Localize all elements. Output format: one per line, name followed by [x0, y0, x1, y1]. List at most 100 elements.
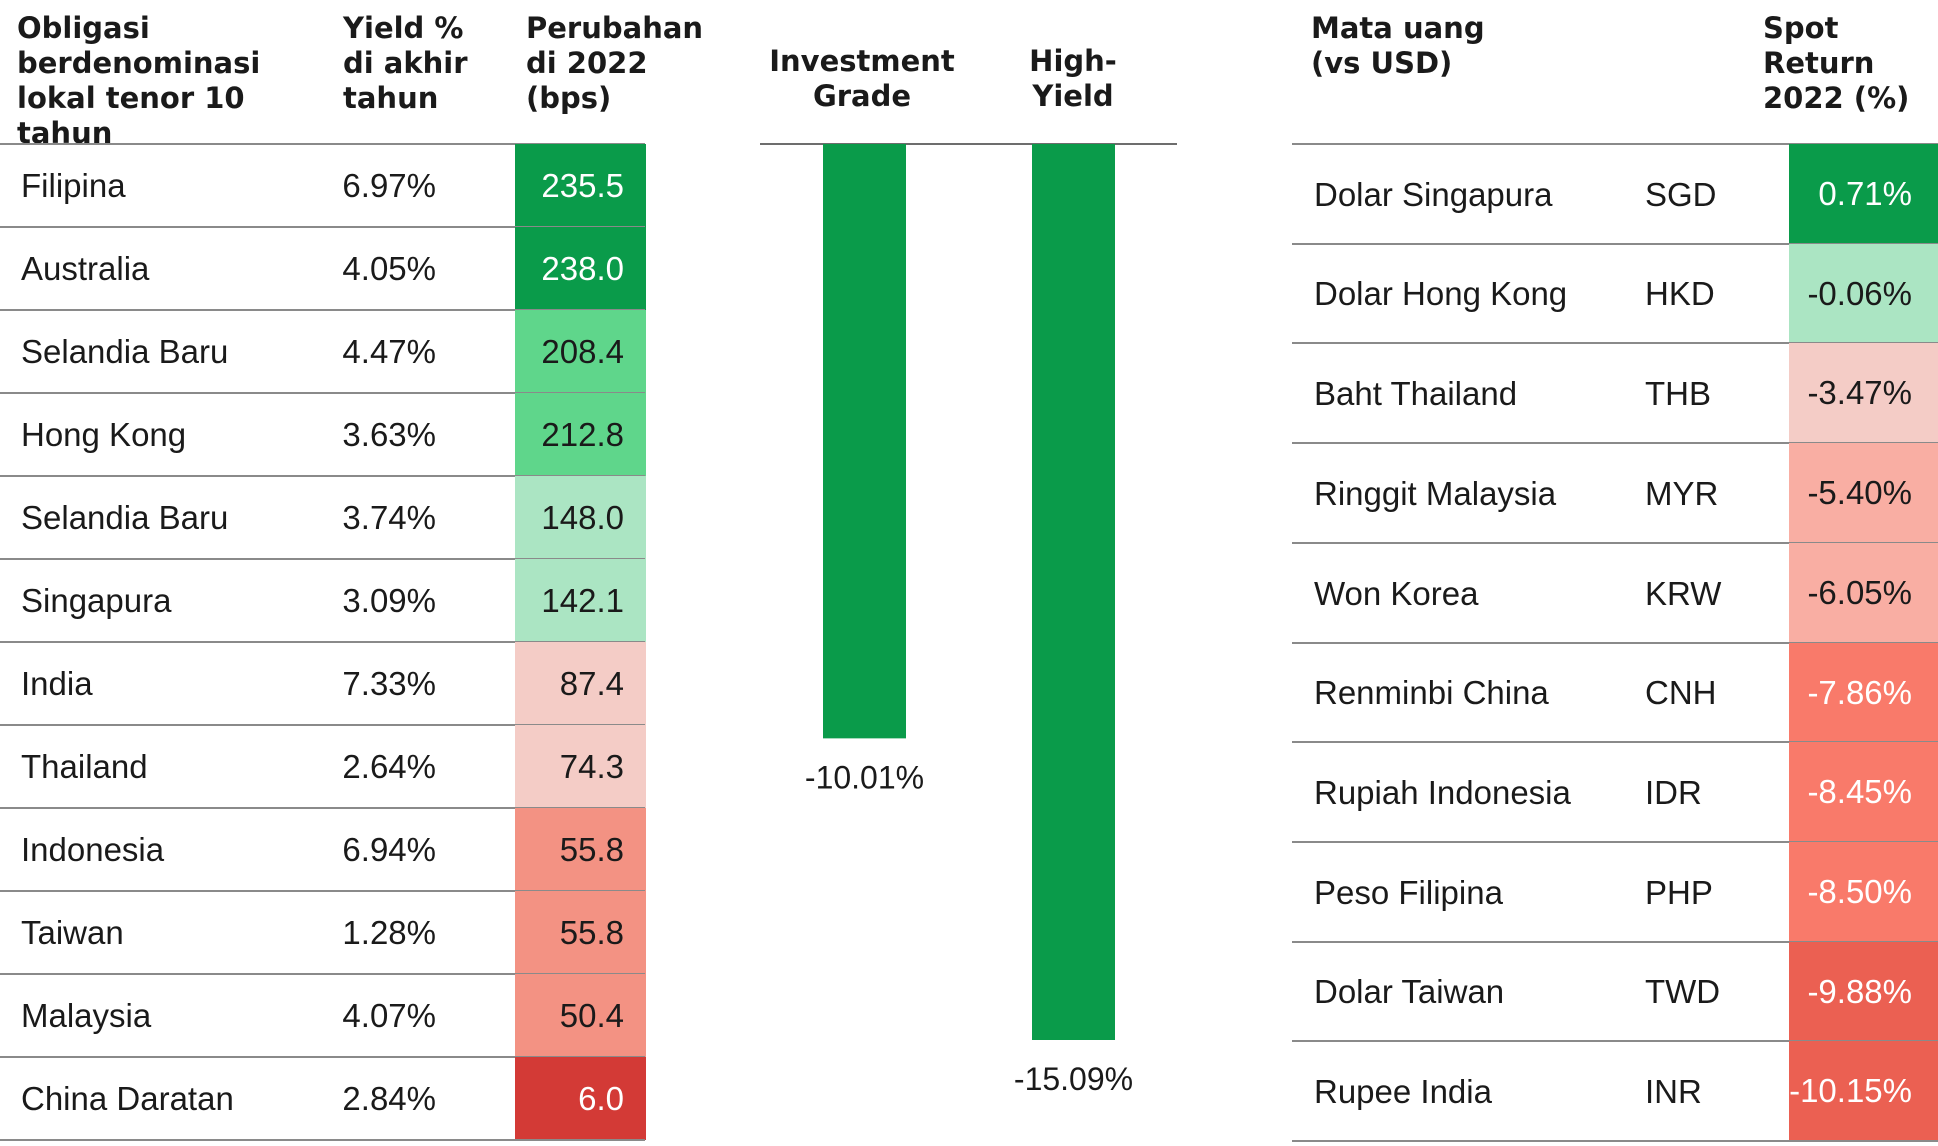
- currency-name-cell: Ringgit Malaysia: [1314, 474, 1557, 512]
- currency-row-rule: [1292, 841, 1938, 843]
- currency-code-cell: CNH: [1645, 674, 1717, 711]
- currency-row-rule: [1292, 1040, 1938, 1042]
- bond-change-cell: 50.4: [515, 974, 646, 1057]
- bond-country-cell: Australia: [21, 250, 150, 287]
- currency-code-cell: SGD: [1645, 175, 1717, 213]
- bond-row-rule: [0, 641, 645, 643]
- bond-change-cell: 142.1: [515, 559, 646, 642]
- bond-country-cell: Thailand: [21, 748, 148, 785]
- bar-value-label-0: -10.01%: [805, 759, 924, 795]
- currency-code-cell: IDR: [1645, 773, 1702, 811]
- currency-spot-cell: -0.06%: [1789, 244, 1938, 343]
- bond-yield-cell: 6.94%: [342, 831, 436, 868]
- bond-row-rule: [0, 1139, 645, 1141]
- bond-change-cell: 235.5: [515, 144, 646, 227]
- currency-code-cell: INR: [1645, 1072, 1702, 1110]
- currency-spot-cell: 0.71%: [1789, 144, 1938, 244]
- bar-chart: -10.01% -15.09%: [760, 143, 1177, 1097]
- bond-change-cell: 6.0: [515, 1057, 646, 1140]
- bond-change-cell: 212.8: [515, 393, 646, 476]
- currency-code-cell: THB: [1645, 374, 1711, 412]
- bond-country-cell: Malaysia: [21, 997, 152, 1034]
- bond-country-cell: Indonesia: [21, 831, 165, 868]
- bond-yield-cell: 1.28%: [342, 914, 436, 951]
- bond-country-cell: Hong Kong: [21, 416, 187, 453]
- currency-row-rule: [1292, 542, 1938, 544]
- currency-name-cell: Renminbi China: [1314, 674, 1549, 711]
- bond-change-cell: 148.0: [515, 476, 646, 559]
- bond-country-cell: India: [21, 665, 93, 702]
- bond-change-header: Perubahan di 2022 (bps): [526, 11, 704, 115]
- currency-spot-cell: -8.50%: [1789, 842, 1938, 942]
- bond-yield-cell: 4.07%: [342, 997, 436, 1034]
- bond-table-top-rule: [0, 143, 645, 145]
- bar-category-label-1: High- Yield: [1029, 44, 1117, 113]
- currency-name-cell: Dolar Hong Kong: [1314, 275, 1568, 312]
- currency-name-cell: Dolar Singapura: [1314, 175, 1553, 213]
- bond-row-rule: [0, 807, 645, 809]
- bond-country-cell: Selandia Baru: [21, 499, 229, 536]
- currency-row-rule: [1292, 1140, 1938, 1142]
- currency-code-cell: PHP: [1645, 873, 1713, 911]
- currency-row-rule: [1292, 442, 1938, 444]
- currency-name-cell: Rupiah Indonesia: [1314, 773, 1571, 811]
- bar-value-label-1: -15.09%: [1014, 1061, 1133, 1097]
- bond-yield-cell: 6.97%: [342, 167, 436, 204]
- currency-spot-cell: -9.88%: [1789, 942, 1938, 1041]
- currency-spot-cell: -8.45%: [1789, 742, 1938, 842]
- bond-country-cell: Filipina: [21, 167, 126, 204]
- bond-change-cell: 238.0: [515, 227, 646, 310]
- currency-code-cell: TWD: [1645, 973, 1721, 1010]
- bond-country-header: Obligasi berdenominasi lokal tenor 10 ta…: [17, 11, 261, 150]
- bond-row-rule: [0, 890, 645, 892]
- bond-yield-cell: 3.09%: [342, 582, 436, 619]
- currency-spot-cell: -6.05%: [1789, 543, 1938, 643]
- currency-name-cell: Dolar Taiwan: [1314, 973, 1505, 1010]
- bond-change-cell: 74.3: [515, 725, 646, 808]
- currency-name-header: Mata uang (vs USD): [1311, 11, 1485, 80]
- currency-row-rule: [1292, 741, 1938, 743]
- bond-yield-cell: 4.47%: [342, 333, 436, 370]
- bond-yield-cell: 7.33%: [342, 665, 436, 702]
- currency-spot-cell: -10.15%: [1789, 1041, 1938, 1141]
- bond-change-cell: 87.4: [515, 642, 646, 725]
- bond-change-cell: 55.8: [515, 808, 646, 891]
- bond-row-rule: [0, 226, 645, 228]
- bond-country-cell: Selandia Baru: [21, 333, 229, 370]
- currency-name-cell: Rupee India: [1314, 1072, 1492, 1110]
- bond-row-rule: [0, 309, 645, 311]
- currency-name-cell: Peso Filipina: [1314, 873, 1503, 911]
- currency-row-rule: [1292, 342, 1938, 344]
- bond-country-cell: Taiwan: [21, 914, 124, 951]
- bond-country-cell: China Daratan: [21, 1080, 234, 1117]
- bond-yield-cell: 2.64%: [342, 748, 436, 785]
- bar-1: [1032, 144, 1115, 1040]
- bond-change-cell: 55.8: [515, 891, 646, 974]
- currency-row-rule: [1292, 941, 1938, 943]
- bond-row-rule: [0, 392, 645, 394]
- currency-row-rule: [1292, 243, 1938, 245]
- bond-change-cell: 208.4: [515, 310, 646, 393]
- bond-row-rule: [0, 558, 645, 560]
- bond-yield-header: Yield % di akhir tahun: [343, 11, 468, 115]
- bond-yield-cell: 3.74%: [342, 499, 436, 536]
- currency-row-rule: [1292, 642, 1938, 644]
- currency-table-top-rule: [1292, 143, 1938, 145]
- bar-category-label-0: Investment Grade: [769, 44, 955, 113]
- bond-yield-cell: 2.84%: [342, 1080, 436, 1117]
- currency-spot-header: Spot Return 2022 (%): [1763, 11, 1910, 115]
- currency-code-cell: HKD: [1645, 275, 1715, 312]
- bond-yield-cell: 4.05%: [342, 250, 436, 287]
- currency-code-cell: KRW: [1645, 574, 1722, 612]
- currency-spot-cell: -7.86%: [1789, 643, 1938, 742]
- bond-row-rule: [0, 724, 645, 726]
- currency-code-cell: MYR: [1645, 474, 1719, 512]
- bond-country-cell: Singapura: [21, 582, 172, 619]
- bond-row-rule: [0, 475, 645, 477]
- bond-row-rule: [0, 973, 645, 975]
- currency-name-cell: Baht Thailand: [1314, 374, 1518, 412]
- bond-row-rule: [0, 1056, 645, 1058]
- bond-yield-cell: 3.63%: [342, 416, 436, 453]
- currency-name-cell: Won Korea: [1314, 574, 1479, 612]
- currency-spot-cell: -3.47%: [1789, 343, 1938, 443]
